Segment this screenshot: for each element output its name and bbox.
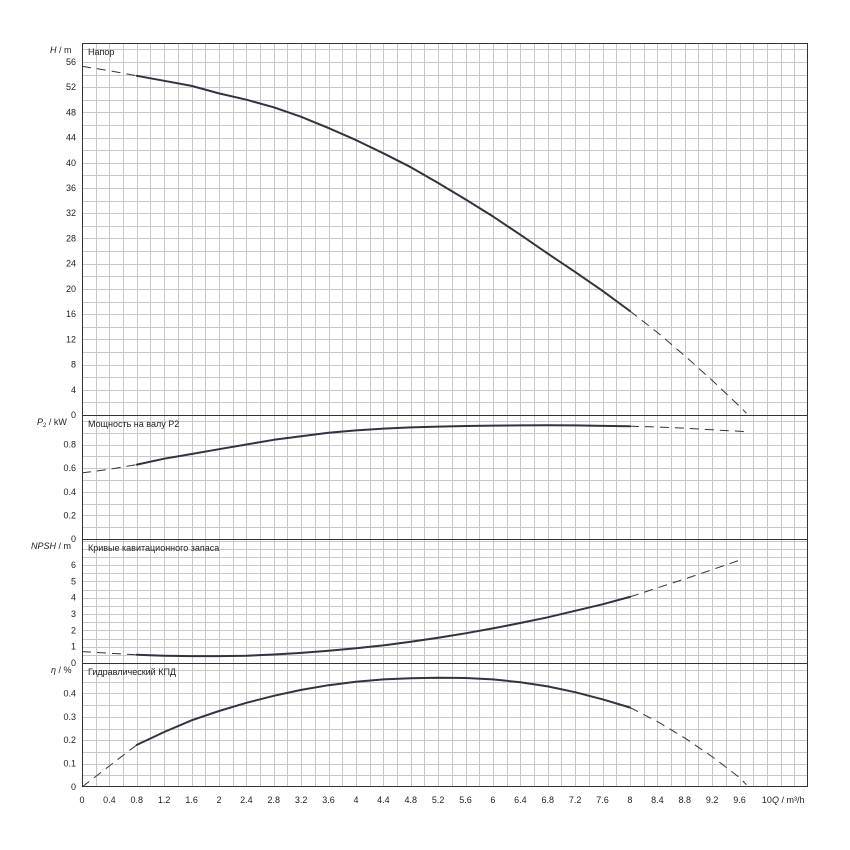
x-tick-label: 10: [762, 795, 772, 805]
curves-layer: [81, 65, 747, 788]
y-tick-label: 3: [71, 609, 76, 619]
x-tick-label: 9.2: [706, 795, 719, 805]
head-curve-extrapolated: [629, 310, 747, 414]
x-tick-label: 0: [79, 795, 84, 805]
head-curve: [135, 74, 631, 312]
y-tick-label: 20: [66, 284, 76, 294]
efficiency-curve-extrapolated: [629, 707, 747, 786]
x-tick-label: 1.2: [158, 795, 171, 805]
y-axis-label: P2 / kW: [37, 417, 67, 429]
x-tick-label: 4: [353, 795, 358, 805]
x-tick-label: 9.6: [733, 795, 746, 805]
x-tick-label: 4.4: [377, 795, 390, 805]
panel-title: Мощность на валу P2: [88, 419, 179, 429]
x-tick-label: 3.6: [322, 795, 335, 805]
y-tick-label: 0.1: [63, 759, 76, 769]
x-tick-label: 7.6: [596, 795, 609, 805]
frame-layer: [82, 43, 808, 787]
y-tick-label: 28: [66, 233, 76, 243]
x-tick-label: 8.4: [651, 795, 664, 805]
y-tick-label: 5: [71, 576, 76, 586]
y-tick-label: 2: [71, 625, 76, 635]
y-tick-label: 36: [66, 183, 76, 193]
head-curve-extrapolated: [81, 65, 137, 77]
y-tick-label: 0: [71, 658, 76, 668]
npsh-curve: [135, 595, 631, 658]
power-curve: [135, 424, 631, 466]
y-tick-label: 1: [71, 642, 76, 652]
x-tick-label: 4.8: [404, 795, 417, 805]
y-tick-label: 12: [66, 334, 76, 344]
x-tick-label: 0.8: [131, 795, 144, 805]
panel-title: Гидравлический КПД: [88, 667, 176, 677]
y-axis-label: η / %: [51, 665, 72, 675]
y-tick-label: 0.2: [63, 510, 76, 520]
power-curve-extrapolated: [81, 464, 137, 474]
y-tick-label: 0.3: [63, 712, 76, 722]
y-tick-label: 44: [66, 133, 76, 143]
y-tick-label: 4: [71, 385, 76, 395]
y-tick-label: 0.4: [63, 487, 76, 497]
x-tick-label: 6.8: [541, 795, 554, 805]
y-axis-label: H / m: [50, 45, 72, 55]
x-tick-label: 1.6: [185, 795, 198, 805]
x-tick-label: 2: [216, 795, 221, 805]
y-tick-label: 0.4: [63, 688, 76, 698]
x-tick-label: 0.4: [103, 795, 116, 805]
x-tick-label: 5.2: [432, 795, 445, 805]
y-tick-label: 56: [66, 57, 76, 67]
efficiency-curve-extrapolated: [81, 744, 138, 788]
y-tick-label: 0.6: [63, 463, 76, 473]
panel-title: Напор: [88, 47, 114, 57]
efficiency-curve: [135, 676, 631, 746]
x-tick-label: 7.2: [569, 795, 582, 805]
plot-frame: [82, 43, 808, 787]
y-tick-label: 24: [66, 259, 76, 269]
y-tick-label: 0.2: [63, 735, 76, 745]
x-tick-label: 6: [490, 795, 495, 805]
power-curve-extrapolated: [629, 425, 747, 433]
x-tick-label: 5.6: [459, 795, 472, 805]
y-tick-label: 52: [66, 82, 76, 92]
y-tick-label: 48: [66, 107, 76, 117]
x-tick-label: 8: [627, 795, 632, 805]
y-axis-label: NPSH / m: [31, 541, 71, 551]
y-tick-label: 8: [71, 360, 76, 370]
npsh-curve-extrapolated: [81, 651, 137, 656]
x-tick-label: 2.4: [240, 795, 253, 805]
x-tick-label: 3.2: [295, 795, 308, 805]
y-tick-label: 0: [71, 534, 76, 544]
y-tick-label: 0.8: [63, 440, 76, 450]
y-tick-label: 16: [66, 309, 76, 319]
x-tick-label: 2.8: [268, 795, 281, 805]
x-tick-label: 6.4: [514, 795, 527, 805]
panel-title: Кривые кавитационного запаса: [88, 543, 219, 553]
y-tick-label: 4: [71, 593, 76, 603]
y-tick-label: 40: [66, 158, 76, 168]
y-tick-label: 6: [71, 560, 76, 570]
y-tick-label: 0: [71, 410, 76, 420]
y-tick-label: 32: [66, 208, 76, 218]
y-tick-label: 0: [71, 782, 76, 792]
x-axis-label: Q / m³/h: [772, 795, 805, 805]
x-tick-label: 8.8: [678, 795, 691, 805]
npsh-curve-extrapolated: [629, 559, 740, 598]
